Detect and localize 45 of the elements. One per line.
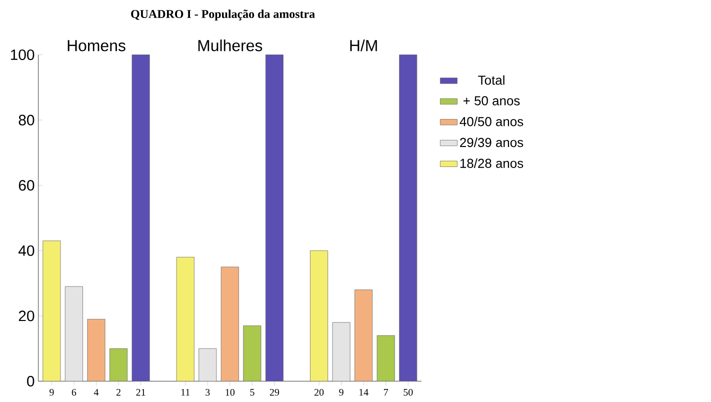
x-tick-label: 4 xyxy=(94,388,99,396)
x-tick-label: 5 xyxy=(250,388,254,396)
bar xyxy=(376,335,395,382)
text: Mulheres xyxy=(198,39,262,52)
legend-label: Total xyxy=(478,75,504,85)
bar xyxy=(399,54,418,382)
x-tick-label: 11 xyxy=(181,388,190,396)
x-tick-label: 7 xyxy=(384,388,388,396)
legend-label: 40/50 anos xyxy=(460,116,524,126)
bar xyxy=(42,240,61,382)
chart-title: QUADRO I - População da amostra xyxy=(131,9,315,20)
legend-label: 18/28 anos xyxy=(460,158,524,168)
x-tick-label: 50 xyxy=(404,388,413,396)
text: H/M xyxy=(350,39,377,52)
legend-label: 29/39 anos xyxy=(460,137,524,147)
x-tick-label: 3 xyxy=(206,388,210,396)
bar xyxy=(110,348,128,382)
bar xyxy=(87,318,106,382)
bar xyxy=(176,256,194,382)
bar xyxy=(64,286,83,382)
y-tick-label: 20 xyxy=(18,310,34,321)
bar xyxy=(265,54,284,382)
legend-label: + 50 anos xyxy=(463,96,520,106)
bar xyxy=(332,322,350,382)
y-tick-label: 80 xyxy=(18,114,34,126)
x-tick-label: 14 xyxy=(359,388,368,396)
bar xyxy=(132,54,150,382)
y-tick-label: 0 xyxy=(27,376,34,386)
bar xyxy=(310,250,328,382)
bar xyxy=(198,348,217,382)
x-tick-label: 2 xyxy=(116,388,120,396)
y-tick-label: 100 xyxy=(10,49,34,60)
x-tick-label: 20 xyxy=(314,388,324,396)
y-tick-label: 60 xyxy=(18,180,34,190)
x-tick-label: 10 xyxy=(226,388,235,396)
y-tick-label: 40 xyxy=(18,245,34,256)
x-tick-label: 9 xyxy=(50,388,54,396)
x-tick-label: 29 xyxy=(270,388,280,396)
x-tick-label: 21 xyxy=(136,388,146,396)
text: Homens xyxy=(68,40,126,52)
x-tick-label: 6 xyxy=(72,388,76,396)
bar xyxy=(220,266,239,382)
bar xyxy=(354,289,373,382)
bar xyxy=(243,325,262,382)
x-tick-label: 9 xyxy=(339,388,344,396)
